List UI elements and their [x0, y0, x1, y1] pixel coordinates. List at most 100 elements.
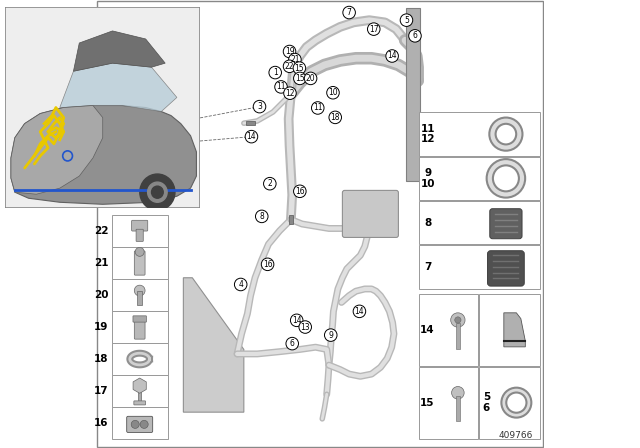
Text: 6: 6 — [413, 31, 417, 40]
Text: 19: 19 — [94, 322, 109, 332]
Circle shape — [400, 14, 413, 26]
Circle shape — [343, 6, 355, 19]
Circle shape — [289, 53, 301, 66]
FancyBboxPatch shape — [136, 229, 143, 241]
Circle shape — [275, 81, 287, 93]
Text: 11: 11 — [276, 82, 286, 91]
FancyBboxPatch shape — [111, 311, 168, 343]
Circle shape — [353, 305, 365, 318]
Text: 9: 9 — [328, 331, 333, 340]
Circle shape — [234, 278, 247, 291]
Circle shape — [299, 321, 312, 333]
FancyBboxPatch shape — [419, 112, 540, 156]
Text: 18: 18 — [330, 113, 340, 122]
Text: 22: 22 — [94, 226, 109, 236]
Circle shape — [312, 102, 324, 114]
FancyBboxPatch shape — [111, 280, 168, 310]
Circle shape — [284, 60, 296, 73]
Text: 8: 8 — [259, 212, 264, 221]
FancyBboxPatch shape — [133, 316, 147, 322]
Text: 16: 16 — [263, 260, 273, 269]
Text: 16: 16 — [94, 418, 109, 428]
Text: 16: 16 — [295, 187, 305, 196]
FancyBboxPatch shape — [97, 1, 543, 447]
Circle shape — [269, 66, 282, 79]
FancyBboxPatch shape — [456, 323, 460, 349]
Text: 21: 21 — [94, 258, 109, 268]
Polygon shape — [60, 63, 177, 112]
Text: 10: 10 — [421, 179, 436, 189]
Circle shape — [140, 420, 148, 428]
Polygon shape — [11, 105, 102, 194]
Circle shape — [451, 313, 465, 327]
Circle shape — [386, 50, 398, 62]
FancyBboxPatch shape — [111, 375, 168, 407]
FancyBboxPatch shape — [490, 209, 522, 239]
FancyBboxPatch shape — [289, 215, 293, 224]
Text: 20: 20 — [306, 74, 316, 83]
Polygon shape — [133, 378, 147, 393]
Polygon shape — [11, 105, 196, 204]
Circle shape — [253, 100, 266, 113]
FancyBboxPatch shape — [134, 251, 145, 275]
Circle shape — [291, 314, 303, 327]
FancyBboxPatch shape — [342, 190, 398, 237]
Text: 8: 8 — [425, 218, 432, 228]
Text: 17: 17 — [369, 25, 379, 34]
Circle shape — [367, 23, 380, 35]
Circle shape — [324, 329, 337, 341]
Circle shape — [329, 111, 342, 124]
Text: 11: 11 — [313, 103, 323, 112]
FancyBboxPatch shape — [419, 157, 540, 200]
FancyBboxPatch shape — [5, 7, 200, 208]
Text: 7: 7 — [347, 8, 351, 17]
Circle shape — [455, 317, 461, 323]
Text: 15: 15 — [295, 74, 305, 83]
Polygon shape — [504, 313, 525, 347]
Circle shape — [452, 387, 464, 399]
Circle shape — [255, 210, 268, 223]
Text: 5: 5 — [404, 16, 409, 25]
Circle shape — [294, 72, 306, 85]
FancyBboxPatch shape — [111, 344, 168, 375]
FancyBboxPatch shape — [134, 319, 145, 339]
Text: 14: 14 — [355, 307, 364, 316]
FancyBboxPatch shape — [419, 294, 477, 366]
Circle shape — [284, 45, 296, 58]
Circle shape — [293, 62, 306, 74]
FancyBboxPatch shape — [111, 247, 168, 279]
Text: 17: 17 — [94, 386, 109, 396]
Text: 4: 4 — [238, 280, 243, 289]
Text: 15: 15 — [420, 398, 435, 408]
FancyBboxPatch shape — [488, 251, 524, 286]
Circle shape — [286, 337, 298, 350]
Circle shape — [409, 30, 421, 42]
Text: 20: 20 — [94, 290, 109, 300]
FancyBboxPatch shape — [132, 220, 148, 231]
FancyBboxPatch shape — [419, 366, 477, 439]
Circle shape — [152, 186, 163, 198]
Circle shape — [264, 177, 276, 190]
FancyBboxPatch shape — [262, 262, 271, 267]
FancyBboxPatch shape — [111, 408, 168, 439]
Circle shape — [140, 174, 175, 211]
Circle shape — [134, 285, 145, 296]
Text: 409766: 409766 — [499, 431, 533, 440]
FancyBboxPatch shape — [479, 366, 540, 439]
FancyBboxPatch shape — [134, 401, 145, 405]
Circle shape — [148, 182, 167, 202]
FancyBboxPatch shape — [419, 201, 540, 244]
Circle shape — [261, 258, 274, 271]
FancyBboxPatch shape — [111, 215, 168, 246]
Text: 10: 10 — [328, 88, 338, 97]
Circle shape — [305, 72, 317, 85]
Text: 14: 14 — [292, 316, 301, 325]
Text: 15: 15 — [294, 64, 304, 73]
Text: 11: 11 — [421, 124, 436, 134]
Polygon shape — [74, 31, 165, 71]
Circle shape — [135, 247, 144, 256]
Text: 1: 1 — [273, 68, 278, 77]
FancyBboxPatch shape — [138, 389, 141, 402]
Text: 14: 14 — [246, 132, 256, 141]
Text: 21: 21 — [290, 55, 300, 64]
